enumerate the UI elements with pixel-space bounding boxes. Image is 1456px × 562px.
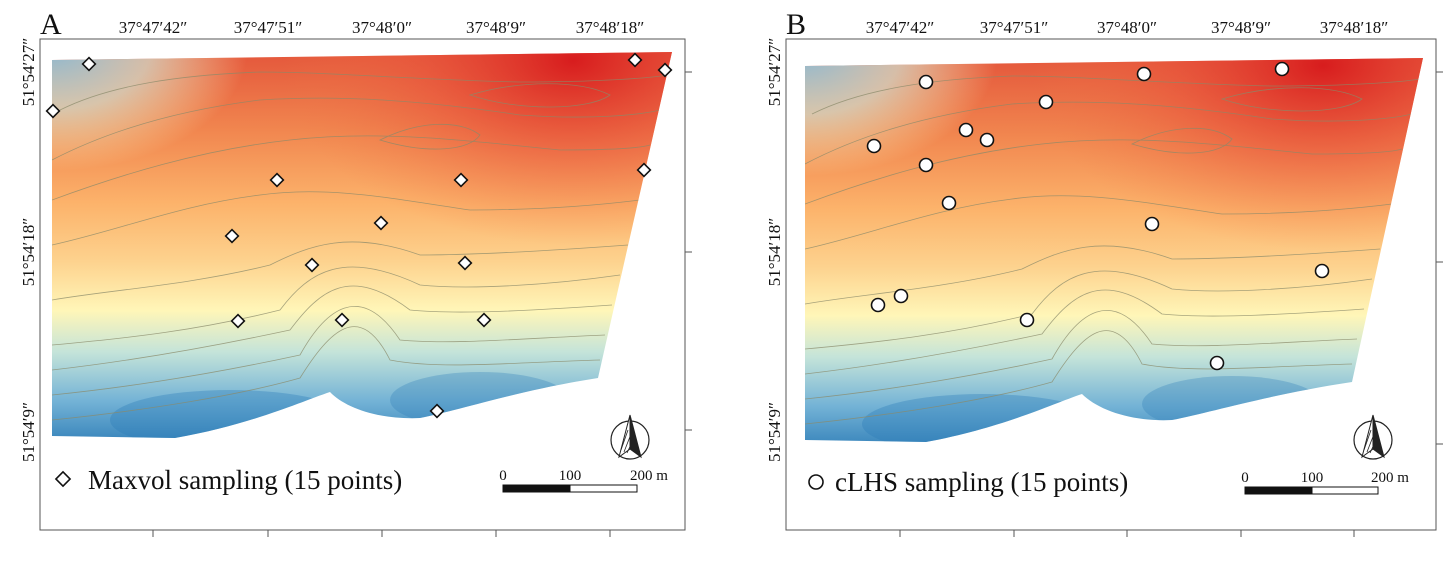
sample-point <box>1274 61 1290 77</box>
sample-point <box>269 172 285 188</box>
map-frame <box>39 38 686 531</box>
sample-point <box>334 312 350 328</box>
north-arrow-icon <box>610 414 650 460</box>
lat-tick-labels: 51°54′27″ 51°54′18″ 51°54′9″ <box>765 38 784 462</box>
sample-point <box>1019 312 1035 328</box>
sample-point <box>1038 94 1054 110</box>
lon-tick-labels: 37°47′42″ 37°47′51″ 37°48′0″ 37°48′9″ 37… <box>119 18 645 37</box>
sample-point <box>476 312 492 328</box>
sample-point <box>918 74 934 90</box>
lat-tick-label: 51°54′18″ <box>19 218 38 287</box>
lon-tick-label: 37°48′18″ <box>576 18 645 37</box>
scale-label: 0 <box>1241 470 1249 486</box>
right-ticks <box>685 71 692 431</box>
lat-tick-label: 51°54′9″ <box>765 402 784 462</box>
lon-tick-label: 37°47′42″ <box>119 18 188 37</box>
lat-tick-label: 51°54′27″ <box>19 38 38 107</box>
lon-tick-label: 37°48′18″ <box>1320 18 1389 37</box>
bottom-ticks <box>152 530 611 537</box>
lon-tick-label: 37°48′0″ <box>352 18 412 37</box>
scale-label: 0 <box>499 468 507 484</box>
sample-point <box>45 103 61 119</box>
lat-tick-label: 51°54′9″ <box>19 402 38 462</box>
sample-point <box>636 162 652 178</box>
scale-label: 200 m <box>1371 470 1409 486</box>
legend-label: cLHS sampling (15 points) <box>835 467 1128 497</box>
sample-point <box>627 52 643 68</box>
sample-point <box>918 157 934 173</box>
contour-lines <box>805 75 1421 425</box>
sample-point <box>81 56 97 72</box>
north-arrow-icon <box>1353 414 1393 460</box>
sample-point <box>373 215 389 231</box>
scale-label: 100 <box>559 468 582 484</box>
sample-point <box>893 288 909 304</box>
map-panel-a: 37°47′42″ 37°47′51″ 37°48′0″ 37°48′9″ 37… <box>19 8 692 537</box>
sample-point <box>457 255 473 271</box>
lat-tick-label: 51°54′18″ <box>765 218 784 287</box>
scale-bar: 0 100 200 m <box>499 468 668 493</box>
scale-label: 200 m <box>630 468 668 484</box>
map-legend: cLHS sampling (15 points) <box>808 467 1128 497</box>
scale-label: 100 <box>1301 470 1324 486</box>
sample-point <box>1314 263 1330 279</box>
sample-point <box>941 195 957 211</box>
legend-diamond-icon <box>54 470 72 488</box>
sample-point <box>866 138 882 154</box>
map-frame <box>785 38 1437 531</box>
sample-point <box>230 313 246 329</box>
bottom-ticks <box>899 530 1355 537</box>
elevation-surface <box>52 52 672 438</box>
sample-point <box>1144 216 1160 232</box>
sample-point <box>453 172 469 188</box>
elevation-surface <box>805 58 1423 442</box>
lon-tick-label: 37°48′9″ <box>466 18 526 37</box>
map-legend: Maxvol sampling (15 points) <box>54 465 402 495</box>
contour-lines <box>52 71 669 421</box>
sample-point <box>657 62 673 78</box>
sample-point <box>224 228 240 244</box>
legend-circle-icon <box>808 474 824 490</box>
sample-point <box>958 122 974 138</box>
legend-label: Maxvol sampling (15 points) <box>88 465 402 495</box>
lat-tick-labels: 51°54′27″ 51°54′18″ 51°54′9″ <box>19 38 38 462</box>
sample-points <box>45 52 673 419</box>
sample-point <box>870 297 886 313</box>
lon-tick-label: 37°48′0″ <box>1097 18 1157 37</box>
panel-letter: A <box>40 8 62 41</box>
sample-points <box>866 61 1330 371</box>
lon-tick-label: 37°47′42″ <box>866 18 935 37</box>
lon-tick-label: 37°48′9″ <box>1211 18 1271 37</box>
scale-bar: 0 100 200 m <box>1241 470 1409 495</box>
lon-tick-label: 37°47′51″ <box>234 18 303 37</box>
sample-point <box>1136 66 1152 82</box>
map-panel-b: 37°47′42″ 37°47′51″ 37°48′0″ 37°48′9″ 37… <box>765 8 1443 537</box>
right-ticks <box>1436 71 1443 445</box>
sample-point <box>1209 355 1225 371</box>
lat-tick-label: 51°54′27″ <box>765 38 784 107</box>
sample-point <box>429 403 445 419</box>
sample-point <box>979 132 995 148</box>
sample-point <box>304 257 320 273</box>
lon-tick-labels: 37°47′42″ 37°47′51″ 37°48′0″ 37°48′9″ 37… <box>866 18 1389 37</box>
panel-letter: B <box>786 8 806 41</box>
lon-tick-label: 37°47′51″ <box>980 18 1049 37</box>
